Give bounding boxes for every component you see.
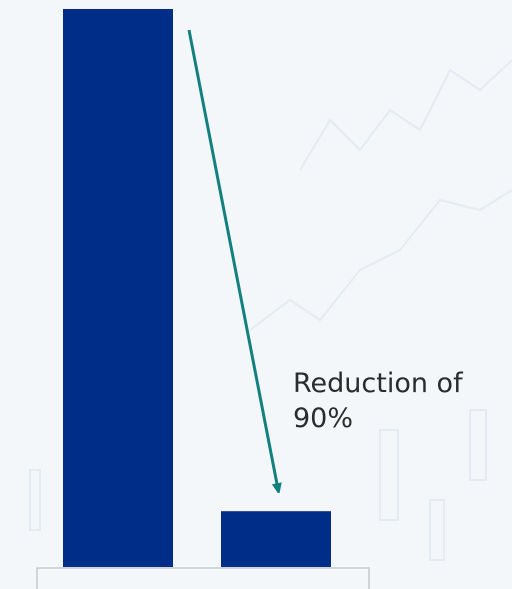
annotation-label-line2: 90% (293, 403, 353, 434)
reduction-arrow (187, 29, 278, 489)
annotation-label-line1: Reduction of (293, 368, 464, 399)
bar-2 (221, 511, 331, 567)
x-axis-frame (36, 567, 370, 589)
bar-1 (63, 9, 173, 567)
background-watermark (29, 59, 512, 561)
bar-series (63, 9, 331, 567)
